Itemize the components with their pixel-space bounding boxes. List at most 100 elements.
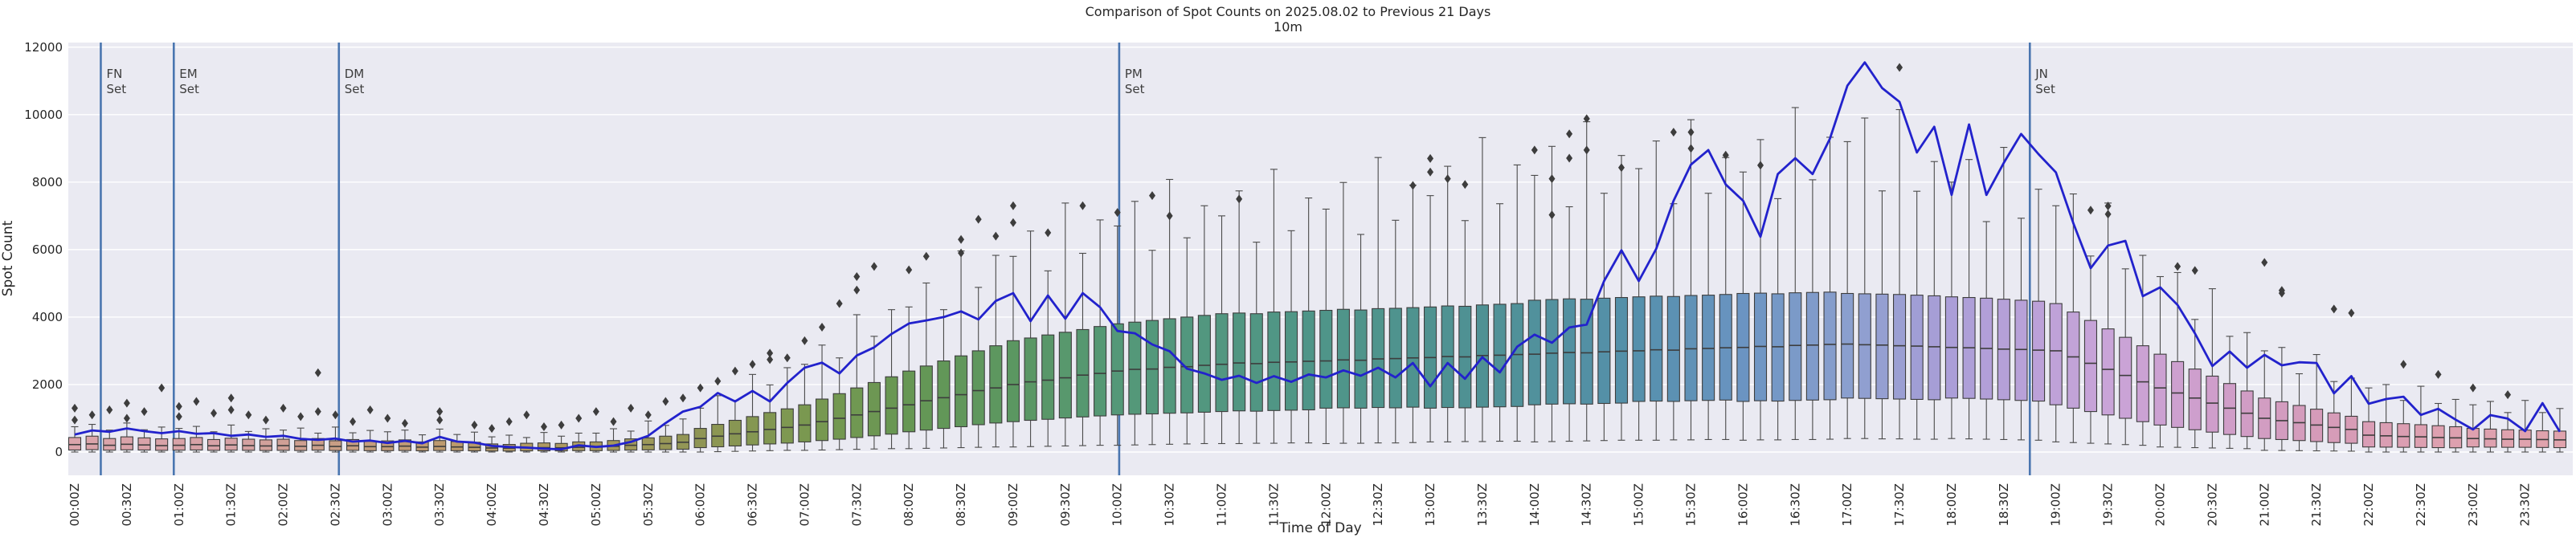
box-group bbox=[172, 428, 186, 453]
box-group bbox=[1944, 181, 1958, 439]
box-group bbox=[2258, 350, 2271, 451]
outlier-diamond bbox=[436, 415, 444, 425]
box bbox=[1110, 323, 1124, 416]
box-group bbox=[311, 432, 325, 453]
box-group bbox=[1302, 198, 1315, 444]
box-group bbox=[1666, 203, 1680, 441]
outlier-diamond bbox=[975, 214, 982, 224]
outlier-diamond bbox=[523, 410, 530, 420]
chart-title: Comparison of Spot Counts on 2025.08.02 … bbox=[1085, 4, 1491, 19]
box bbox=[1892, 294, 1907, 400]
box bbox=[1563, 298, 1576, 405]
x-tick-label: 13:30Z bbox=[1475, 483, 1490, 527]
outlier-diamond bbox=[749, 360, 756, 369]
box-group bbox=[2536, 412, 2549, 453]
box-group bbox=[2484, 401, 2497, 453]
box-group bbox=[433, 428, 447, 453]
box bbox=[2361, 421, 2376, 448]
box-group bbox=[1962, 159, 1976, 440]
y-tick-labels: 0 2000 4000 6000 8000 10000 12000 bbox=[24, 40, 63, 459]
box bbox=[1858, 293, 1871, 399]
box bbox=[1597, 297, 1611, 405]
box-group bbox=[2310, 354, 2324, 452]
box bbox=[1180, 316, 1194, 413]
outlier-diamond bbox=[106, 405, 113, 414]
box-group bbox=[955, 250, 968, 449]
box-group bbox=[224, 424, 238, 453]
outlier-diamond bbox=[1409, 181, 1417, 190]
y-tick-label: 6000 bbox=[32, 242, 63, 257]
box-group bbox=[1736, 171, 1750, 441]
x-tick-label: 13:00Z bbox=[1423, 483, 1437, 527]
box bbox=[1058, 332, 1072, 419]
chart-subtitle: 10m bbox=[1274, 19, 1302, 35]
x-tick-label: 10:30Z bbox=[1163, 483, 1177, 527]
y-tick-label: 2000 bbox=[32, 377, 63, 392]
outlier-diamond bbox=[1722, 150, 1729, 160]
x-tick-label: 07:00Z bbox=[797, 483, 812, 527]
outlier-diamond bbox=[227, 405, 235, 414]
box-group bbox=[2327, 381, 2341, 452]
x-tick-label: 17:00Z bbox=[1840, 483, 1854, 527]
outlier-diamond bbox=[1896, 63, 1903, 72]
box-group bbox=[1354, 234, 1368, 444]
x-tick-label: 21:00Z bbox=[2257, 483, 2271, 527]
outlier-diamond bbox=[262, 415, 269, 425]
x-tick-label: 02:00Z bbox=[276, 483, 291, 527]
box bbox=[172, 438, 186, 451]
outlier-diamond bbox=[1617, 163, 1625, 173]
box bbox=[1354, 309, 1368, 409]
box bbox=[2136, 345, 2149, 422]
outlier-diamond bbox=[88, 410, 96, 420]
box-group bbox=[294, 427, 308, 453]
x-tick-label: 18:00Z bbox=[1944, 483, 1959, 527]
box bbox=[1910, 295, 1924, 401]
outlier-diamond bbox=[662, 397, 669, 406]
box bbox=[103, 438, 117, 451]
x-tick-label: 00:30Z bbox=[120, 483, 134, 527]
box bbox=[537, 442, 551, 452]
box-group bbox=[2466, 404, 2480, 453]
outlier-diamond bbox=[1548, 174, 1556, 184]
box-group bbox=[1372, 157, 1385, 444]
box-group bbox=[190, 426, 203, 453]
outlier-diamond bbox=[870, 262, 877, 271]
box-group bbox=[728, 400, 742, 452]
box bbox=[1841, 292, 1854, 399]
box-group bbox=[989, 255, 1003, 448]
box bbox=[2379, 422, 2393, 448]
box bbox=[1789, 292, 1802, 401]
box-group bbox=[1858, 117, 1871, 439]
x-tick-label: 17:30Z bbox=[1892, 483, 1907, 527]
outlier-diamond bbox=[1079, 201, 1086, 210]
outlier-diamond bbox=[958, 248, 965, 258]
box bbox=[1041, 334, 1055, 420]
outlier-diamond bbox=[1670, 128, 1677, 137]
x-tick-label: 02:30Z bbox=[328, 483, 342, 527]
box bbox=[1076, 328, 1090, 417]
box bbox=[1771, 293, 1785, 402]
box bbox=[259, 439, 272, 451]
x-tick-label: 12:00Z bbox=[1319, 483, 1333, 527]
box-group bbox=[2101, 202, 2115, 445]
box-group bbox=[850, 314, 864, 450]
outlier-diamond bbox=[2174, 262, 2181, 271]
outlier-diamond bbox=[332, 410, 339, 420]
box bbox=[120, 436, 133, 450]
x-tick-label: 11:00Z bbox=[1215, 483, 1229, 527]
box bbox=[937, 360, 951, 430]
outlier-diamond bbox=[731, 366, 738, 376]
box bbox=[137, 437, 151, 451]
box-group bbox=[415, 434, 429, 453]
box bbox=[1372, 308, 1385, 409]
box bbox=[2414, 424, 2427, 448]
box bbox=[2222, 383, 2237, 435]
outlier-diamond bbox=[72, 415, 78, 425]
x-tick-label: 09:30Z bbox=[1058, 483, 1073, 527]
box-group bbox=[1406, 185, 1420, 443]
x-tick-label: 11:30Z bbox=[1266, 483, 1281, 527]
outlier-diamond bbox=[1566, 129, 1573, 139]
box bbox=[2466, 428, 2480, 448]
box bbox=[1702, 295, 1715, 401]
